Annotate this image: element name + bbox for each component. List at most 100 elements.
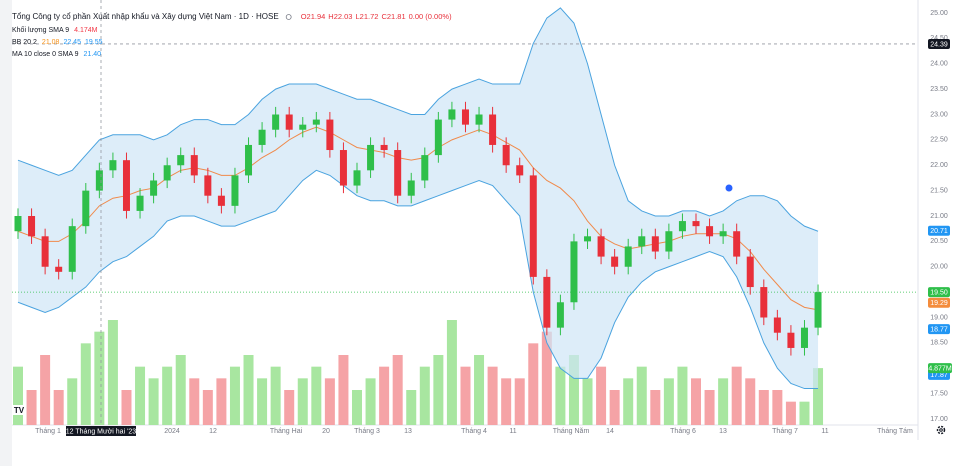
volume-bar [609,390,620,425]
candle-body [719,231,727,237]
volume-bar [148,378,159,425]
candle-body [394,150,402,196]
candle-body [258,129,266,145]
candle-body [312,119,320,125]
x-tick-label: Tháng Hai [270,428,303,435]
ohlc-value: 0.00 (0.00%) [409,12,452,21]
y-tick-label: 21.00 [930,213,948,220]
x-tick-label: Tháng 7 [772,428,798,435]
volume-bar [94,331,105,425]
candle-body [68,226,76,272]
price-badge [928,38,950,49]
ohlc-value: O21.94 [301,12,326,21]
candle-body [380,144,388,151]
volume-bar [270,366,281,425]
volume-bar [284,390,295,425]
candle-body [475,114,483,125]
x-tick-label: 20 [322,428,330,435]
volume-bar [433,355,444,425]
crosshair-date: 12 Tháng Mười hai '23 [66,428,137,435]
volume-bar [758,390,769,425]
volume-bar [785,401,796,425]
candle-body [353,170,361,186]
band-upper [17,7,819,232]
volume-bar [650,390,661,425]
x-tick-label: 11 [821,428,828,435]
candle-body [543,276,551,328]
legend-value: 21.08 [42,39,60,46]
candle-body [570,241,578,303]
volume-bar [40,355,51,425]
candle-body [651,236,659,252]
candle-body [800,327,808,348]
y-tick-label: 20.50 [930,238,948,245]
x-tick-label: 14 [606,428,614,435]
ohlc-value: H22.03 [328,12,352,21]
y-tick-label: 18.50 [930,340,948,347]
price-badge [928,287,950,298]
candle-body [584,236,592,242]
volume-bar [229,366,240,425]
settings-icon[interactable] [936,425,946,435]
volume-bar [26,390,37,425]
candle-body [28,216,36,237]
volume-bar [704,390,715,425]
volume-bar [541,331,552,425]
candle-body [529,175,537,277]
y-tick-label: 20.00 [930,264,948,271]
volume-bar [135,366,146,425]
volume-bar [107,320,118,425]
volume-bar [189,378,200,425]
y-tick-label: 23.00 [930,111,948,118]
price-badge [928,297,950,308]
candle-body [285,114,293,130]
volume-bar [13,366,23,425]
candle-body [760,287,768,318]
volume-bar [745,378,756,425]
volume-bar [338,355,349,425]
candle-body [502,144,510,166]
visibility-icon [285,14,292,20]
volume-bar [501,378,512,425]
candle-body [14,216,22,232]
candle-body [787,332,795,348]
price-badge-label: 4.877M [928,365,952,372]
candle-body [367,144,375,171]
x-tick-label: 11 [509,428,516,435]
volume-bar [799,401,810,425]
legend-value: 4.174M [74,27,98,34]
x-tick-label: Tháng Tám [877,428,913,435]
volume-bar [80,343,91,425]
candle-body [814,292,822,328]
volume-bar [419,366,430,425]
volume-bar [162,366,173,425]
candle-body [638,236,646,247]
volume-bar [487,366,498,425]
y-tick-label: 21.50 [930,187,948,194]
volume-bar [691,378,701,425]
candle-body [706,226,714,237]
candle-body [339,150,347,186]
y-tick-label: 17.00 [930,416,948,423]
x-tick-label: 13 [404,428,412,435]
volume-bar [297,378,308,425]
candle-body [597,236,605,257]
candle-body [272,114,280,130]
candle-body [163,165,171,181]
event-icon[interactable] [725,184,733,192]
volume-bar [582,378,593,425]
candle-body [421,155,429,181]
candle-body [95,170,103,191]
candle-body [733,231,741,257]
x-tick-label: 13 [719,428,727,435]
volume-bar [324,378,335,425]
x-tick-label: 12 [209,428,217,435]
y-tick-label: 17.50 [930,390,948,397]
candle-body [299,124,307,130]
volume-bar [528,343,539,425]
candle-body [611,256,619,267]
candle-body [407,180,415,196]
legend-value: 19.55 [85,39,103,46]
